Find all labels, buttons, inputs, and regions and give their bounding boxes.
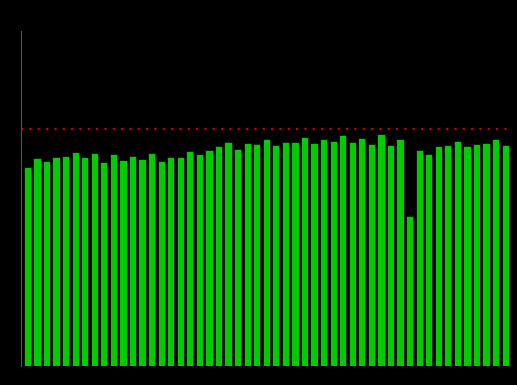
Bar: [224, 142, 232, 366]
Bar: [292, 142, 298, 366]
Bar: [139, 159, 146, 366]
Bar: [234, 149, 241, 366]
Bar: [24, 167, 31, 366]
Bar: [348, 142, 356, 366]
Bar: [463, 146, 470, 366]
Bar: [52, 157, 59, 366]
Bar: [492, 139, 499, 366]
Bar: [358, 138, 366, 366]
Bar: [416, 150, 423, 366]
Bar: [129, 156, 136, 366]
Bar: [253, 144, 260, 366]
Bar: [167, 157, 174, 366]
Bar: [196, 154, 203, 366]
Bar: [272, 145, 279, 366]
Bar: [33, 158, 40, 366]
Bar: [444, 145, 451, 366]
Bar: [110, 154, 117, 366]
Bar: [329, 141, 337, 366]
Bar: [482, 143, 490, 366]
Bar: [501, 145, 509, 366]
Bar: [177, 157, 184, 366]
Bar: [244, 143, 251, 366]
Bar: [454, 141, 461, 366]
Bar: [368, 144, 375, 366]
Bar: [282, 142, 289, 366]
Bar: [71, 152, 79, 366]
Bar: [148, 153, 155, 366]
Bar: [320, 139, 327, 366]
Bar: [205, 150, 212, 366]
Bar: [473, 144, 480, 366]
Bar: [263, 139, 270, 366]
Bar: [100, 162, 108, 366]
Bar: [435, 146, 442, 366]
Bar: [339, 135, 346, 366]
Bar: [301, 137, 308, 366]
Bar: [186, 151, 193, 366]
Bar: [90, 153, 98, 366]
Bar: [425, 154, 432, 366]
Bar: [158, 161, 165, 366]
Bar: [310, 143, 317, 366]
Bar: [397, 139, 404, 366]
Bar: [81, 157, 88, 366]
Bar: [406, 216, 413, 366]
Bar: [62, 156, 69, 366]
Bar: [215, 146, 222, 366]
Bar: [119, 160, 127, 366]
Bar: [43, 161, 50, 366]
Bar: [387, 145, 394, 366]
Bar: [377, 134, 385, 366]
